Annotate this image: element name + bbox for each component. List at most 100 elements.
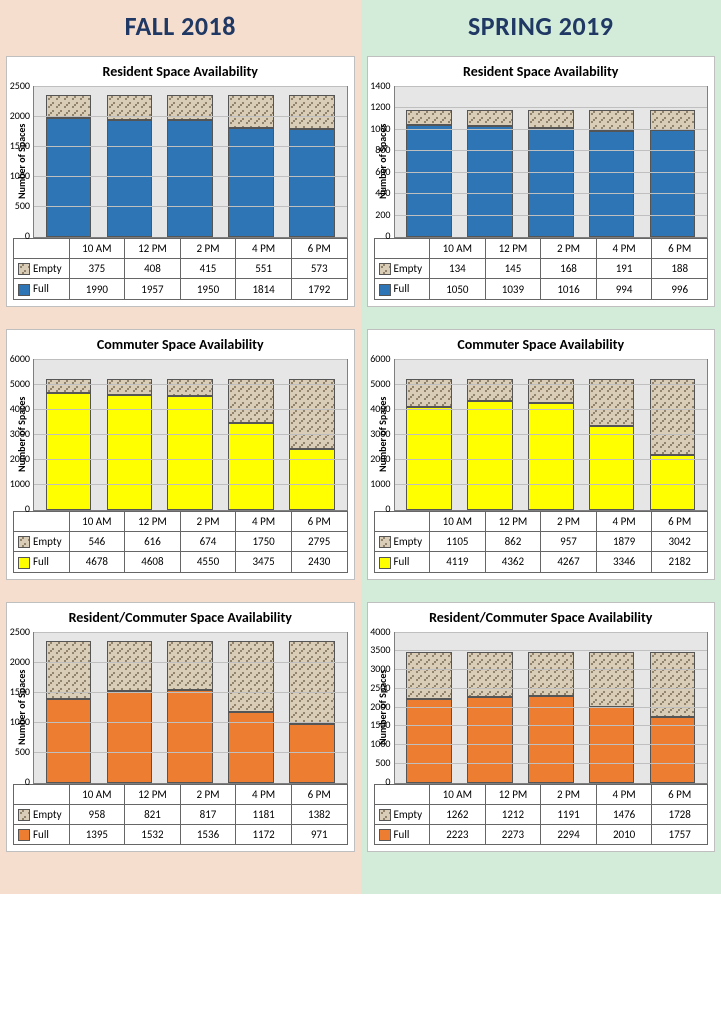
chart-title: Commuter Space Availability <box>374 336 709 353</box>
y-axis-label: Number of Spaces <box>13 632 30 782</box>
empty-value: 1212 <box>485 804 541 824</box>
bar <box>650 633 696 783</box>
chart-plot <box>394 632 709 784</box>
legend-empty-label: Empty <box>14 804 70 824</box>
bar <box>46 360 92 510</box>
empty-value: 957 <box>541 531 597 551</box>
column-fall: FALL 2018Resident Space AvailabilityNumb… <box>0 0 361 894</box>
chart-plot <box>33 359 348 511</box>
full-value: 1532 <box>125 824 181 844</box>
full-value: 1050 <box>430 279 486 299</box>
time-header: 10 AM <box>430 784 486 804</box>
time-header: 2 PM <box>541 239 597 259</box>
bar-empty-segment <box>289 641 335 724</box>
empty-value: 1105 <box>430 531 486 551</box>
empty-value: 1476 <box>596 804 652 824</box>
full-value: 3475 <box>236 552 292 572</box>
bar-empty-segment <box>228 95 274 128</box>
bar-full-segment <box>167 120 213 237</box>
bar-full-segment <box>406 125 452 238</box>
bar <box>406 633 452 783</box>
bar-empty-segment <box>167 379 213 396</box>
full-value: 1957 <box>125 279 181 299</box>
time-header: 10 AM <box>69 784 125 804</box>
bar-full-segment <box>46 699 92 783</box>
time-header: 6 PM <box>652 784 708 804</box>
column-spring: SPRING 2019Resident Space AvailabilityNu… <box>361 0 721 894</box>
legend-full-label: Full <box>14 552 70 572</box>
full-value: 2273 <box>485 824 541 844</box>
time-header: 4 PM <box>596 511 652 531</box>
full-value: 1990 <box>69 279 125 299</box>
bar-empty-segment <box>589 652 635 707</box>
legend-full-label: Full <box>14 279 70 299</box>
time-header: 10 AM <box>430 511 486 531</box>
legend-empty-label: Empty <box>374 531 430 551</box>
full-value: 1757 <box>652 824 708 844</box>
bar-empty-segment <box>589 110 635 130</box>
chart-title: Resident/Commuter Space Availability <box>13 609 348 626</box>
bar <box>406 360 452 510</box>
bar <box>589 360 635 510</box>
bar-empty-segment <box>528 652 574 697</box>
bar-full-segment <box>467 401 513 510</box>
bar <box>107 360 153 510</box>
bar <box>528 633 574 783</box>
full-value: 4550 <box>180 552 236 572</box>
time-header: 4 PM <box>596 784 652 804</box>
bar-full-segment <box>650 717 696 783</box>
empty-value: 134 <box>430 259 486 279</box>
chart-title: Resident/Commuter Space Availability <box>374 609 709 626</box>
legend-empty-label: Empty <box>14 531 70 551</box>
bar-empty-segment <box>289 95 335 129</box>
bar-empty-segment <box>46 379 92 393</box>
empty-value: 3042 <box>652 531 708 551</box>
bar <box>46 87 92 237</box>
bar-full-segment <box>406 699 452 782</box>
legend-empty-label: Empty <box>374 804 430 824</box>
full-value: 2430 <box>291 552 347 572</box>
empty-value: 616 <box>125 531 181 551</box>
chart-data-table: 10 AM12 PM2 PM4 PM6 PMEmpty5466166741750… <box>13 511 348 573</box>
bar-full-segment <box>528 128 574 237</box>
bar <box>107 633 153 783</box>
empty-value: 1262 <box>430 804 486 824</box>
time-header: 6 PM <box>291 511 347 531</box>
empty-value: 415 <box>180 259 236 279</box>
time-header: 12 PM <box>485 784 541 804</box>
chart-data-table: 10 AM12 PM2 PM4 PM6 PMEmpty9588218171181… <box>13 784 348 846</box>
bar-full-segment <box>289 724 335 782</box>
empty-value: 2795 <box>291 531 347 551</box>
bar <box>167 87 213 237</box>
empty-value: 1181 <box>236 804 292 824</box>
bar-full-segment <box>589 131 635 238</box>
bar <box>289 87 335 237</box>
bar <box>467 360 513 510</box>
bar-full-segment <box>589 426 635 510</box>
bar-full-segment <box>167 396 213 510</box>
bar-full-segment <box>107 691 153 783</box>
time-header: 6 PM <box>652 239 708 259</box>
full-value: 1039 <box>485 279 541 299</box>
full-value: 4267 <box>541 552 597 572</box>
bar-empty-segment <box>107 379 153 394</box>
chart-title: Commuter Space Availability <box>13 336 348 353</box>
semester-title: SPRING 2019 <box>367 10 716 42</box>
bar-empty-segment <box>467 652 513 697</box>
time-header: 2 PM <box>180 511 236 531</box>
full-value: 1172 <box>236 824 292 844</box>
time-header: 6 PM <box>652 511 708 531</box>
chart-body: Number of Spaces05001000150020002500 <box>13 632 348 784</box>
bar-full-segment <box>228 128 274 237</box>
time-header: 4 PM <box>596 239 652 259</box>
bar <box>289 360 335 510</box>
bar <box>589 633 635 783</box>
bar-empty-segment <box>228 641 274 712</box>
chart-plot <box>33 632 348 784</box>
chart-title: Resident Space Availability <box>13 63 348 80</box>
bar-empty-segment <box>467 110 513 126</box>
full-value: 1016 <box>541 279 597 299</box>
full-value: 1814 <box>236 279 292 299</box>
bar-empty-segment <box>467 379 513 401</box>
time-header: 2 PM <box>541 784 597 804</box>
